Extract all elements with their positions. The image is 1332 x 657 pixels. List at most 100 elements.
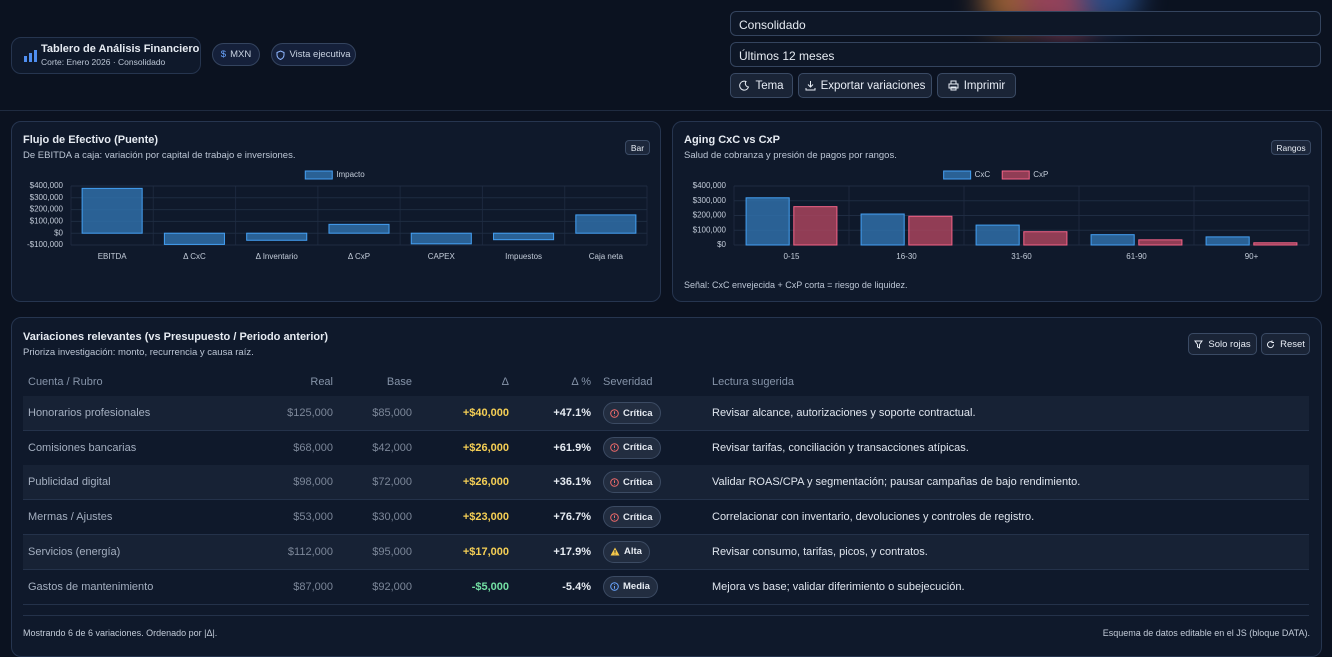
legend-label: Impacto bbox=[336, 170, 365, 179]
chart-note: Señal: CxC envejecida + CxP corta = ries… bbox=[684, 280, 908, 290]
y-tick-label: $100,000 bbox=[30, 217, 64, 226]
y-tick-label: $400,000 bbox=[693, 181, 727, 190]
delta-pct: +47.1% bbox=[553, 407, 591, 419]
brand-card: Tablero de Análisis Financiero Corte: En… bbox=[11, 37, 201, 74]
severity-icon bbox=[610, 443, 619, 452]
bar bbox=[1253, 242, 1298, 246]
chart-type-tag[interactable]: Rangos bbox=[1271, 140, 1311, 155]
legend-item: CxP bbox=[1001, 170, 1048, 180]
base: $72,000 bbox=[372, 476, 412, 489]
icon bbox=[739, 80, 750, 91]
severity-label: Crítica bbox=[623, 511, 653, 523]
account: Honorarios profesionales bbox=[28, 407, 151, 419]
suggestion: Mejora vs base; validar diferimiento o s… bbox=[712, 580, 965, 593]
delta: +$17,000 bbox=[462, 545, 509, 558]
delta: +$26,000 bbox=[462, 441, 509, 454]
export-button[interactable]: Exportar variaciones bbox=[798, 73, 932, 98]
y-tick-label: $0 bbox=[54, 228, 63, 237]
severity-badge: Crítica bbox=[603, 436, 661, 459]
icon bbox=[1267, 340, 1275, 348]
severity-label: Media bbox=[623, 581, 650, 592]
suggestion: Revisar consumo, tarifas, picos, y contr… bbox=[712, 545, 928, 558]
x-tick-label: CAPEX bbox=[428, 252, 456, 261]
actual: $87,000 bbox=[293, 580, 333, 593]
base: $85,000 bbox=[372, 407, 412, 419]
table-row: Comisiones bancarias $68,000 $42,000 +$26,0… bbox=[23, 431, 1309, 466]
table-row: Honorarios profesionales $125,000 $85,000 +… bbox=[23, 396, 1309, 431]
column-header: Severidad bbox=[603, 376, 653, 388]
y-tick-label: $0 bbox=[717, 240, 726, 249]
severity-badge: Crítica bbox=[603, 402, 661, 424]
x-tick-label: 90+ bbox=[1245, 252, 1259, 261]
legend-item: CxC bbox=[943, 170, 991, 180]
panel-subtitle: De EBITDA a caja: variación por capital … bbox=[23, 150, 296, 161]
bar bbox=[975, 224, 1020, 246]
account: Servicios (energía) bbox=[28, 545, 121, 558]
y-tick-label: $300,000 bbox=[30, 193, 64, 202]
legend-swatch bbox=[304, 170, 333, 180]
account: Gastos de mantenimiento bbox=[28, 580, 154, 593]
bar bbox=[163, 232, 225, 245]
legend-item: Impacto bbox=[304, 170, 365, 180]
delta: +$40,000 bbox=[462, 407, 509, 419]
actual: $125,000 bbox=[287, 407, 333, 419]
reset-button[interactable]: Reset bbox=[1261, 333, 1310, 355]
period-select[interactable]: Últimos 12 meses bbox=[730, 42, 1321, 67]
y-tick-label: -$100,000 bbox=[27, 240, 64, 249]
legend-label: CxC bbox=[975, 170, 991, 179]
button-label: Imprimir bbox=[963, 79, 1006, 92]
severity-badge: Crítica bbox=[603, 506, 661, 529]
view-chip[interactable]: Vista ejecutiva bbox=[271, 43, 356, 66]
brand-subtitle: Corte: Enero 2026 · Consolidado bbox=[41, 57, 166, 67]
severity-icon bbox=[610, 547, 620, 556]
x-tick-label: 16-30 bbox=[896, 252, 917, 261]
table-row: Publicidad digital $98,000 $72,000 +$26,000… bbox=[23, 465, 1309, 501]
entity-select[interactable]: Consolidado bbox=[730, 11, 1321, 36]
bar bbox=[908, 215, 953, 246]
aging-panel: Aging CxC vs CxP Salud de cobranza y pre… bbox=[672, 121, 1322, 302]
base: $42,000 bbox=[372, 441, 412, 454]
filter-red-button[interactable]: Solo rojas bbox=[1188, 333, 1257, 355]
x-tick-label: Impuestos bbox=[505, 252, 542, 261]
severity-badge: Alta bbox=[603, 540, 650, 563]
print-button[interactable]: Imprimir bbox=[937, 73, 1016, 98]
suggestion: Correlacionar con inventario, devolucion… bbox=[712, 511, 1035, 524]
base: $92,000 bbox=[372, 580, 412, 593]
table-row: Servicios (energía) $112,000 $95,000 +$17,0… bbox=[23, 534, 1309, 570]
x-tick-label: Δ Inventario bbox=[256, 252, 299, 261]
column-header: Lectura sugerida bbox=[712, 376, 794, 388]
delta-pct: +17.9% bbox=[553, 545, 591, 558]
cashflow-chart: -$100,000 $0 $100,000 $200,000 $300,000 $400,… bbox=[27, 170, 648, 261]
panel-subtitle: Salud de cobranza y presión de pagos por… bbox=[684, 150, 897, 161]
button-label: Reset bbox=[1280, 338, 1305, 350]
icon bbox=[805, 81, 816, 91]
delta-pct: +36.1% bbox=[553, 476, 591, 489]
bar bbox=[493, 232, 555, 241]
base: $30,000 bbox=[372, 511, 412, 524]
y-tick-label: $100,000 bbox=[693, 225, 727, 234]
panel-title: Variaciones relevantes (vs Presupuesto /… bbox=[23, 331, 329, 343]
x-tick-label: EBITDA bbox=[98, 252, 128, 261]
panel-title: Flujo de Efectivo (Puente) bbox=[23, 134, 159, 146]
theme-button[interactable]: Tema bbox=[730, 73, 793, 98]
bar bbox=[793, 206, 838, 246]
delta: +$26,000 bbox=[462, 476, 509, 489]
brand-title: Tablero de Análisis Financiero bbox=[41, 43, 200, 55]
x-tick-label: Caja neta bbox=[589, 252, 624, 261]
chip-label: Vista ejecutiva bbox=[289, 49, 351, 60]
base: $95,000 bbox=[372, 545, 412, 558]
legend-label: CxP bbox=[1033, 170, 1048, 179]
severity-icon bbox=[610, 582, 619, 591]
bar bbox=[328, 223, 390, 234]
x-tick-label: 0-15 bbox=[783, 252, 800, 261]
bar bbox=[81, 187, 143, 234]
suggestion: Revisar tarifas, conciliación y transacc… bbox=[712, 441, 969, 454]
x-tick-label: 61-90 bbox=[1126, 252, 1147, 261]
button-label: Solo rojas bbox=[1208, 338, 1251, 350]
actual: $98,000 bbox=[293, 476, 333, 489]
currency-chip[interactable]: $ MXN bbox=[212, 43, 260, 66]
bar bbox=[1138, 239, 1183, 246]
column-header: Δ % bbox=[571, 376, 591, 388]
chart-type-tag[interactable]: Bar bbox=[625, 140, 650, 155]
